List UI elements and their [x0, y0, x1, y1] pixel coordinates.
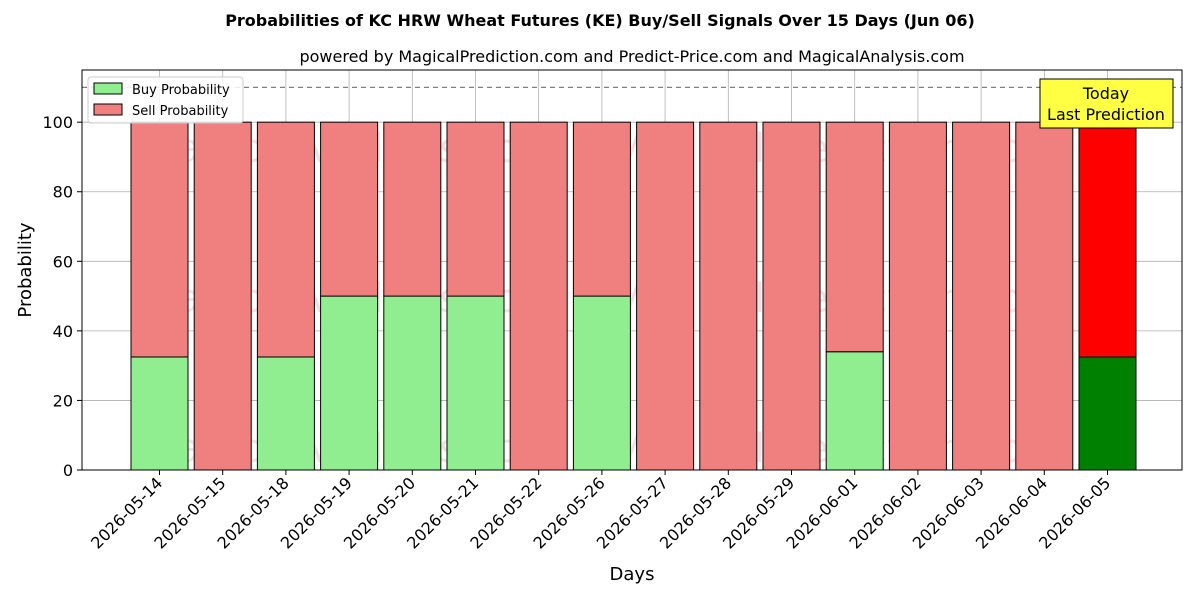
y-tick-label: 60 — [53, 252, 73, 271]
bar-sell-2026-05-27 — [636, 121, 695, 471]
legend-swatch-sell — [93, 103, 123, 116]
bar-sell-2026-06-02 — [888, 121, 947, 471]
y-tick-label: 40 — [53, 322, 73, 341]
bar-buy-2026-05-20 — [383, 295, 442, 471]
bar-sell-2026-05-29 — [762, 121, 821, 471]
y-axis: 0 20 40 60 80 100 — [42, 113, 82, 480]
y-tick-label: 80 — [53, 183, 73, 202]
bar-buy-2026-05-18 — [256, 356, 315, 471]
bar-buy-2026-05-14 — [130, 356, 189, 471]
bar-sell-2026-05-14 — [130, 121, 189, 358]
bar-buy-2026-05-19 — [320, 295, 379, 471]
bar-sell-2026-06-05 — [1078, 121, 1137, 358]
annotation-line-2: Last Prediction — [1047, 105, 1165, 124]
chart-title: Probabilities of KC HRW Wheat Futures (K… — [225, 11, 975, 30]
bar-sell-2026-06-03 — [952, 121, 1011, 471]
plot-frame — [81, 69, 1183, 471]
legend-swatch-buy — [93, 82, 123, 95]
bars — [130, 121, 1137, 471]
bar-sell-2026-05-21 — [446, 121, 505, 297]
bar-sell-2026-05-15 — [193, 121, 252, 471]
bar-buy-2026-06-01 — [825, 351, 884, 471]
legend-box — [87, 76, 244, 124]
x-axis: 2026-05-142026-05-152026-05-182026-05-19… — [87, 470, 1114, 553]
bar-buy-2026-05-21 — [446, 295, 505, 471]
bar-sell-2026-06-01 — [825, 121, 884, 353]
x-axis-label: Days — [610, 564, 655, 585]
annotation-line-1: Today — [1082, 84, 1129, 103]
bar-sell-2026-05-18 — [256, 121, 315, 358]
bar-sell-2026-05-28 — [699, 121, 758, 471]
today-annotation: Today Last Prediction — [1039, 78, 1174, 129]
bar-buy-2026-06-05 — [1078, 356, 1137, 471]
y-tick-label: 0 — [63, 461, 73, 480]
bar-sell-2026-05-20 — [383, 121, 442, 297]
y-tick-label: 100 — [42, 113, 73, 132]
annotation-box — [1039, 78, 1174, 129]
legend-label-buy: Buy Probability — [132, 83, 230, 98]
bar-buy-2026-05-26 — [572, 295, 631, 471]
bar-sell-2026-06-04 — [1015, 121, 1074, 471]
bar-sell-2026-05-26 — [572, 121, 631, 297]
legend: Buy Probability Sell Probability — [87, 76, 244, 124]
bar-sell-2026-05-19 — [320, 121, 379, 297]
legend-label-sell: Sell Probability — [132, 104, 229, 119]
chart-subtitle: powered by MagicalPrediction.com and Pre… — [299, 47, 964, 66]
y-tick-label: 20 — [53, 391, 73, 410]
bar-sell-2026-05-22 — [509, 121, 568, 471]
y-axis-label: Probability — [15, 222, 36, 317]
